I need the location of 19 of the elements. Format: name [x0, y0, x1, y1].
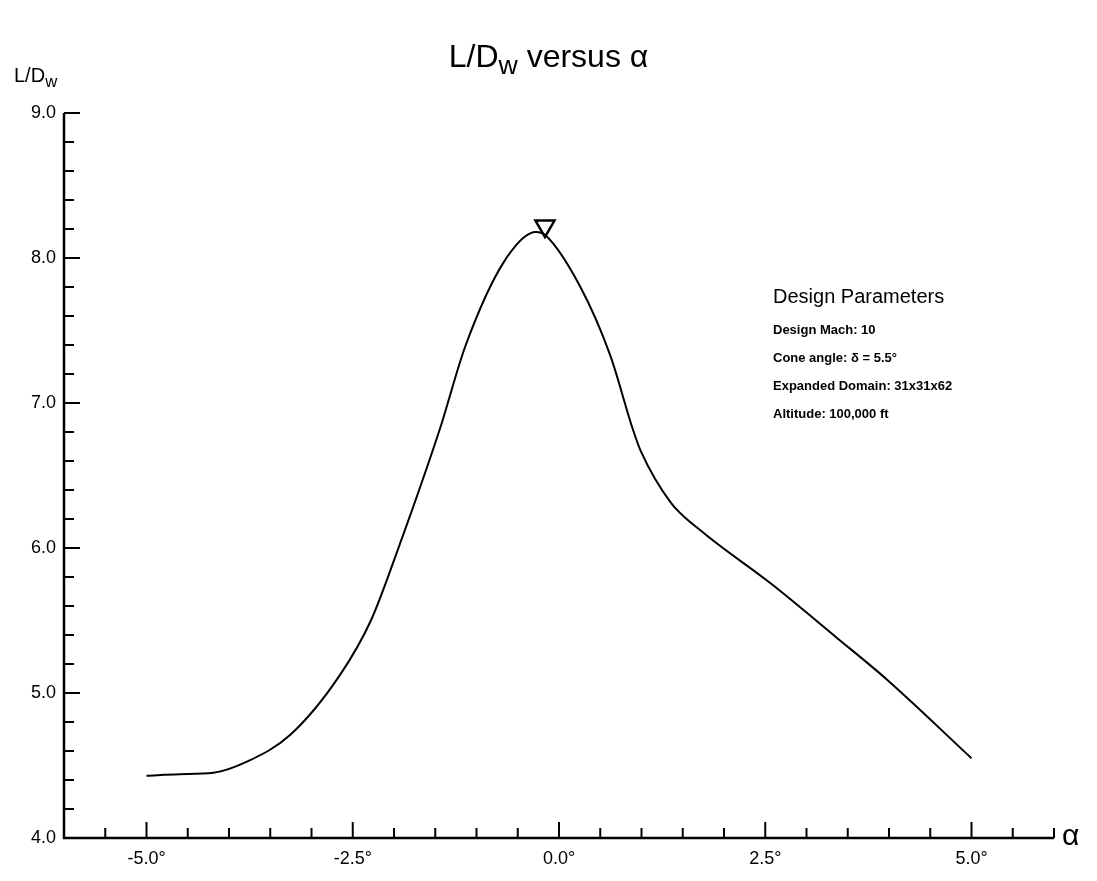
- y-axis-title: L/D$_{w}$: [14, 64, 58, 92]
- y-tick-label: 9.0: [30, 101, 56, 122]
- annotation: Design Mach: 10: [773, 322, 877, 337]
- annotation: Design Parameters: [773, 285, 946, 308]
- x-tick-label: 0.0°: [542, 847, 576, 868]
- y-tick-label: 6.0: [30, 536, 56, 557]
- x-tick-label: 2.5°: [749, 847, 782, 868]
- y-tick-label: 7.0: [30, 391, 56, 412]
- annotation: Cone angle: δ = 5.5°: [773, 350, 898, 365]
- x-tick-label: 5.0°: [955, 847, 988, 868]
- annotation: Altitude: 100,000 ft: [773, 406, 890, 421]
- y-tick-label: 5.0: [30, 681, 56, 702]
- y-tick-label: 8.0: [30, 246, 56, 267]
- chart-title: L/D$_{w}$ versus α: [448, 38, 649, 81]
- annotation: Expanded Domain: 31x31x62: [773, 378, 953, 393]
- x-tick-label: -5.0°: [127, 847, 166, 868]
- x-axis-title: α: [1062, 818, 1080, 852]
- x-tick-label: -2.5°: [333, 847, 372, 868]
- y-tick-label: 4.0: [30, 826, 56, 847]
